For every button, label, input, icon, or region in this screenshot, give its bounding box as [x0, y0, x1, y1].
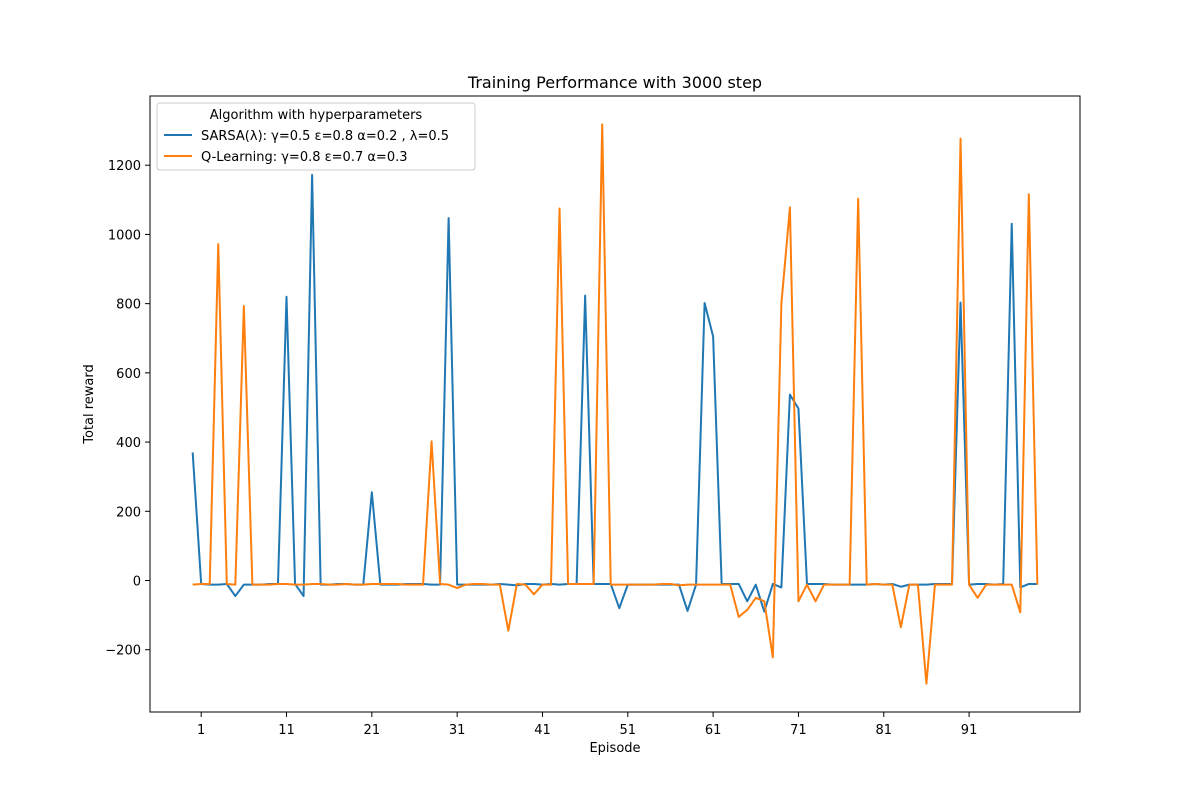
- x-tick-label: 31: [449, 723, 466, 738]
- series-line-1: [192, 123, 1039, 685]
- x-tick-label: 41: [534, 723, 551, 738]
- y-tick-label: 0: [133, 574, 141, 589]
- x-tick-label: 21: [364, 723, 381, 738]
- legend-title: Algorithm with hyperparameters: [210, 108, 423, 123]
- x-tick-label: 61: [705, 723, 722, 738]
- x-axis-label: Episode: [589, 741, 640, 756]
- y-tick-label: 1200: [108, 159, 141, 174]
- legend-label-q-learning: Q-Learning: γ=0.8 ε=0.7 α=0.3: [201, 150, 408, 165]
- x-tick-label: 1: [197, 723, 205, 738]
- y-tick-label: 400: [116, 436, 141, 451]
- y-tick-label: −200: [105, 644, 141, 659]
- series-layer: [191, 123, 1039, 685]
- chart-title: Training Performance with 3000 step: [467, 73, 762, 92]
- x-axis: 1 11 21 31 41 51 61 71 81 91: [197, 712, 977, 738]
- x-tick-label: 81: [875, 723, 892, 738]
- legend-label-sarsa: SARSA(λ): γ=0.5 ε=0.8 α=0.2 , λ=0.5: [201, 129, 449, 144]
- y-axis: −200 0 200 400 600 800 1000 1200: [105, 159, 150, 659]
- legend: Algorithm with hyperparameters SARSA(λ):…: [156, 102, 476, 171]
- y-tick-label: 200: [116, 505, 141, 520]
- legend-box: [156, 102, 476, 171]
- y-tick-label: 800: [116, 298, 141, 313]
- x-tick-label: 71: [790, 723, 807, 738]
- x-tick-label: 11: [278, 723, 295, 738]
- y-tick-label: 1000: [108, 228, 141, 243]
- y-tick-label: 600: [116, 367, 141, 382]
- y-axis-label: Total reward: [82, 364, 97, 445]
- x-tick-label: 91: [961, 723, 978, 738]
- x-tick-label: 51: [620, 723, 637, 738]
- plot-frame: [149, 95, 1081, 713]
